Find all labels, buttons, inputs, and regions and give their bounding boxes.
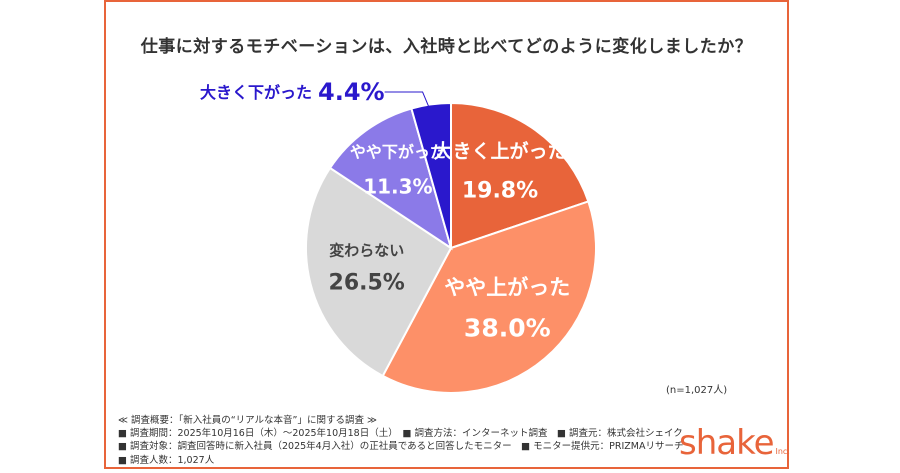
notes-target-line: ■ 調査対象：調査回答時に新入社員（2025年4月入社）の正社員であると回答した… <box>118 441 684 453</box>
slice-value-label: 11.3% <box>363 174 432 198</box>
pie-slice <box>450 101 590 250</box>
pie-slice <box>381 200 597 394</box>
shake-logo: shake Inc. <box>679 423 790 463</box>
leader-line <box>384 91 434 117</box>
logo-inc: Inc. <box>775 447 790 456</box>
slice-label: やや下がった <box>350 142 446 161</box>
pie-slice <box>410 101 452 249</box>
slice-label: 変わらない <box>329 241 404 259</box>
slice-value-label: 26.5% <box>329 270 405 295</box>
slice-label: やや上がった <box>444 275 570 299</box>
notes-period-line: ■ 調査期間：2025年10月16日（木）〜2025年10月18日（土） ■ 調… <box>118 428 683 440</box>
notes-count-line: ■ 調査人数：1,027人 <box>118 454 215 466</box>
pie-slice <box>305 166 453 378</box>
pie-slices <box>305 101 597 394</box>
slice-label: 大きく上がった <box>433 140 566 163</box>
slice-value-label: 38.0% <box>464 313 551 342</box>
slice-value-label: 4.4% <box>318 78 385 106</box>
chart-title: 仕事に対するモチベーションは、入社時と比べてどのように変化しましたか？ <box>140 37 753 57</box>
logo-wordmark: shake <box>679 423 774 463</box>
pie-labels: 大きく上がった 19.8% やや上がった 38.0% 変わらない 26.5% やや下がった 1… <box>200 78 570 342</box>
sample-size-label: (n=1,027人) <box>666 385 728 396</box>
infographic-frame: 仕事に対するモチベーションは、入社時と比べてどのように変化しましたか？ 大きく上… <box>104 0 790 469</box>
slice-label: 大きく下がった <box>200 83 312 102</box>
survey-notes: ≪ 調査概要：「新入社員の“リアルな本音”」に関する調査 ≫ ■ 調査期間：20… <box>118 414 683 467</box>
pie-chart: 大きく上がった 19.8% やや上がった 38.0% 変わらない 26.5% やや下がった 1… <box>200 78 597 394</box>
slice-value-label: 19.8% <box>462 179 538 204</box>
notes-heading: ≪ 調査概要：「新入社員の“リアルな本音”」に関する調査 ≫ <box>118 415 377 426</box>
